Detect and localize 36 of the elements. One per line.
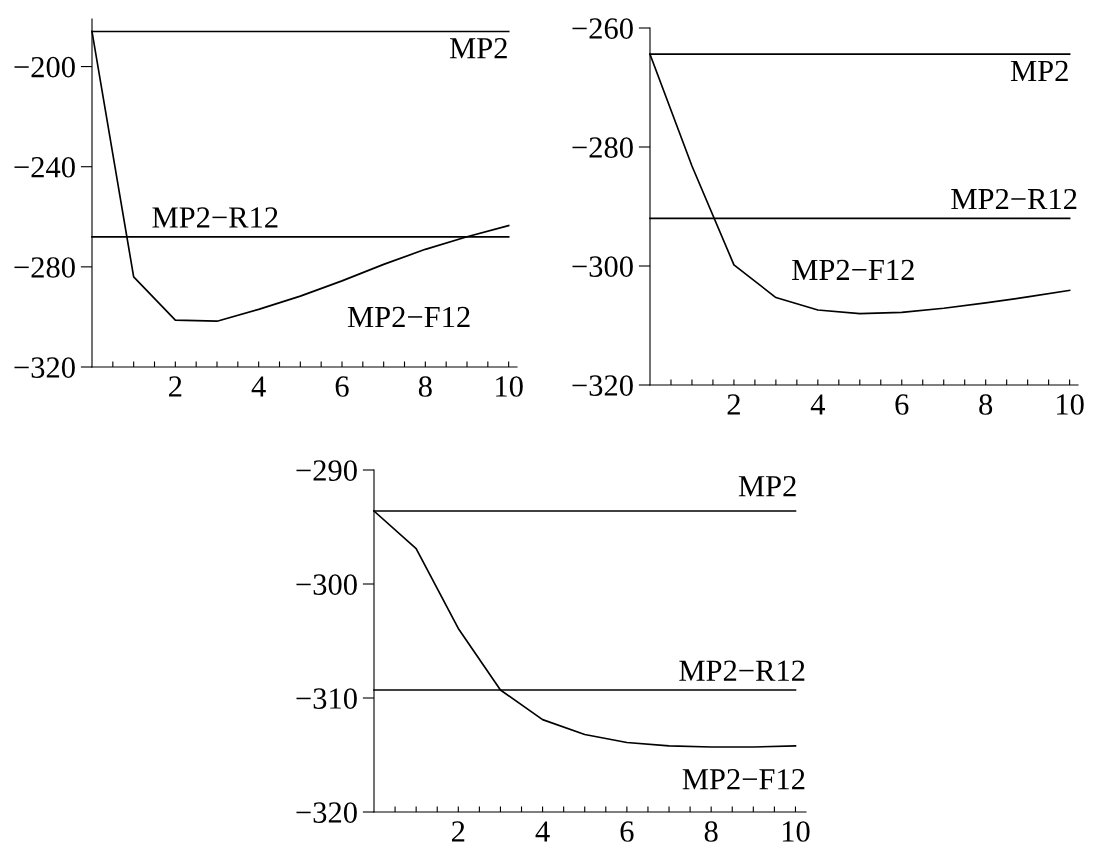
x-tick-label: 2 bbox=[727, 394, 740, 415]
x-tick-label: 4 bbox=[810, 394, 825, 415]
x-tick-label: 8 bbox=[704, 821, 718, 842]
x-tick-label: 8 bbox=[979, 394, 993, 415]
x-tick-label: 2 bbox=[452, 821, 465, 842]
series-label: MP2 bbox=[738, 475, 796, 497]
x-tick-label: 4 bbox=[535, 821, 550, 842]
x-tick-label: 10 bbox=[782, 821, 810, 842]
y-tick-label: −290 bbox=[296, 460, 357, 481]
y-tick-label: −320 bbox=[14, 357, 75, 378]
series-label: MP2 bbox=[449, 38, 507, 59]
x-tick-label: 6 bbox=[620, 821, 634, 842]
y-tick-label: −200 bbox=[14, 56, 75, 78]
x-tick-label: 2 bbox=[169, 376, 182, 397]
y-tick-label: −320 bbox=[572, 375, 633, 396]
y-tick-label: −280 bbox=[572, 137, 633, 158]
y-tick-label: −300 bbox=[296, 574, 357, 595]
series-label: MP2−R12 bbox=[152, 207, 278, 228]
y-tick-label: −240 bbox=[14, 156, 75, 178]
x-tick-label: 10 bbox=[496, 376, 523, 397]
x-tick-label: 10 bbox=[1057, 394, 1084, 415]
x-tick-label: 8 bbox=[418, 376, 432, 397]
series-label: MP2−R12 bbox=[951, 188, 1077, 210]
series-label: MP2−R12 bbox=[679, 660, 805, 681]
x-tick-label: 6 bbox=[895, 394, 909, 415]
x-tick-label: 6 bbox=[335, 376, 349, 397]
y-tick-label: −300 bbox=[572, 256, 633, 277]
x-tick-label: 4 bbox=[251, 376, 266, 397]
series-label: MP2−F12 bbox=[347, 306, 470, 328]
series-label: MP2−F12 bbox=[682, 769, 805, 790]
series-label: MP2−F12 bbox=[792, 259, 914, 280]
y-tick-label: −320 bbox=[296, 802, 357, 823]
y-tick-label: −280 bbox=[14, 257, 75, 278]
y-tick-label: −310 bbox=[296, 688, 357, 709]
series-label: MP2 bbox=[1010, 60, 1068, 81]
y-tick-label: −260 bbox=[572, 18, 633, 39]
